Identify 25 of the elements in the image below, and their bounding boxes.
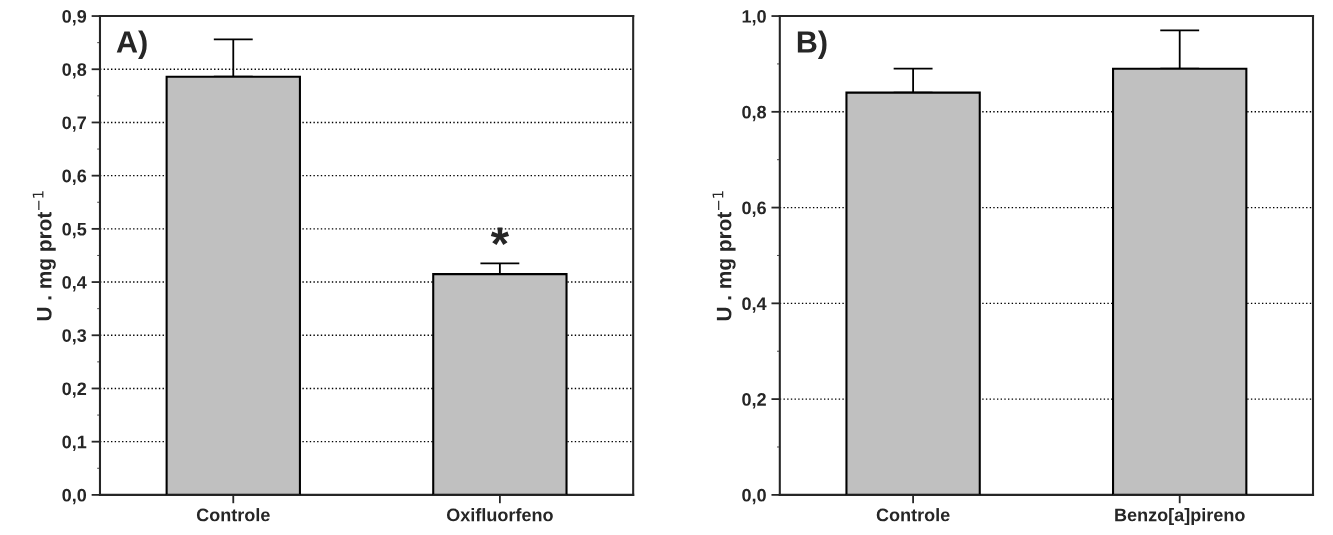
y-tick-label: 0,1 <box>62 435 87 452</box>
y-tick-label: 0,8 <box>742 105 767 122</box>
x-tick-label: Controle <box>876 508 950 522</box>
y-tick-label: 0,4 <box>62 276 87 292</box>
y-tick-label: 0,9 <box>62 9 87 26</box>
y-tick-label: 0,7 <box>62 116 86 132</box>
y-tick-label: 1,0 <box>742 9 766 26</box>
x-tick-label: Benzo[a]pireno <box>1115 508 1245 525</box>
y-axis-title: U . mg prot$^{−1}$ <box>712 191 736 321</box>
chart-title: A) <box>116 30 147 59</box>
y-tick-label: 0,2 <box>742 393 766 409</box>
y-tick-label: 0,0 <box>62 488 87 505</box>
x-tick-label: Controle <box>196 508 270 522</box>
y-tick-label: 0,0 <box>742 488 766 505</box>
x-tick-label: Oxifluorfeno <box>446 508 553 522</box>
y-tick-label: 0,8 <box>62 63 87 79</box>
y-tick-label: 0,4 <box>742 297 767 313</box>
y-tick-label: 0,2 <box>62 382 87 398</box>
chart-title: B) <box>797 30 827 59</box>
y-axis-title: U . mg prot$^{−1}$ <box>32 191 56 321</box>
annotation: * <box>490 227 510 246</box>
y-tick-label: 0,5 <box>62 222 87 239</box>
y-tick-label: 0,6 <box>742 201 766 217</box>
y-tick-label: 0,6 <box>62 169 87 185</box>
y-tick-label: 0,3 <box>62 329 87 345</box>
